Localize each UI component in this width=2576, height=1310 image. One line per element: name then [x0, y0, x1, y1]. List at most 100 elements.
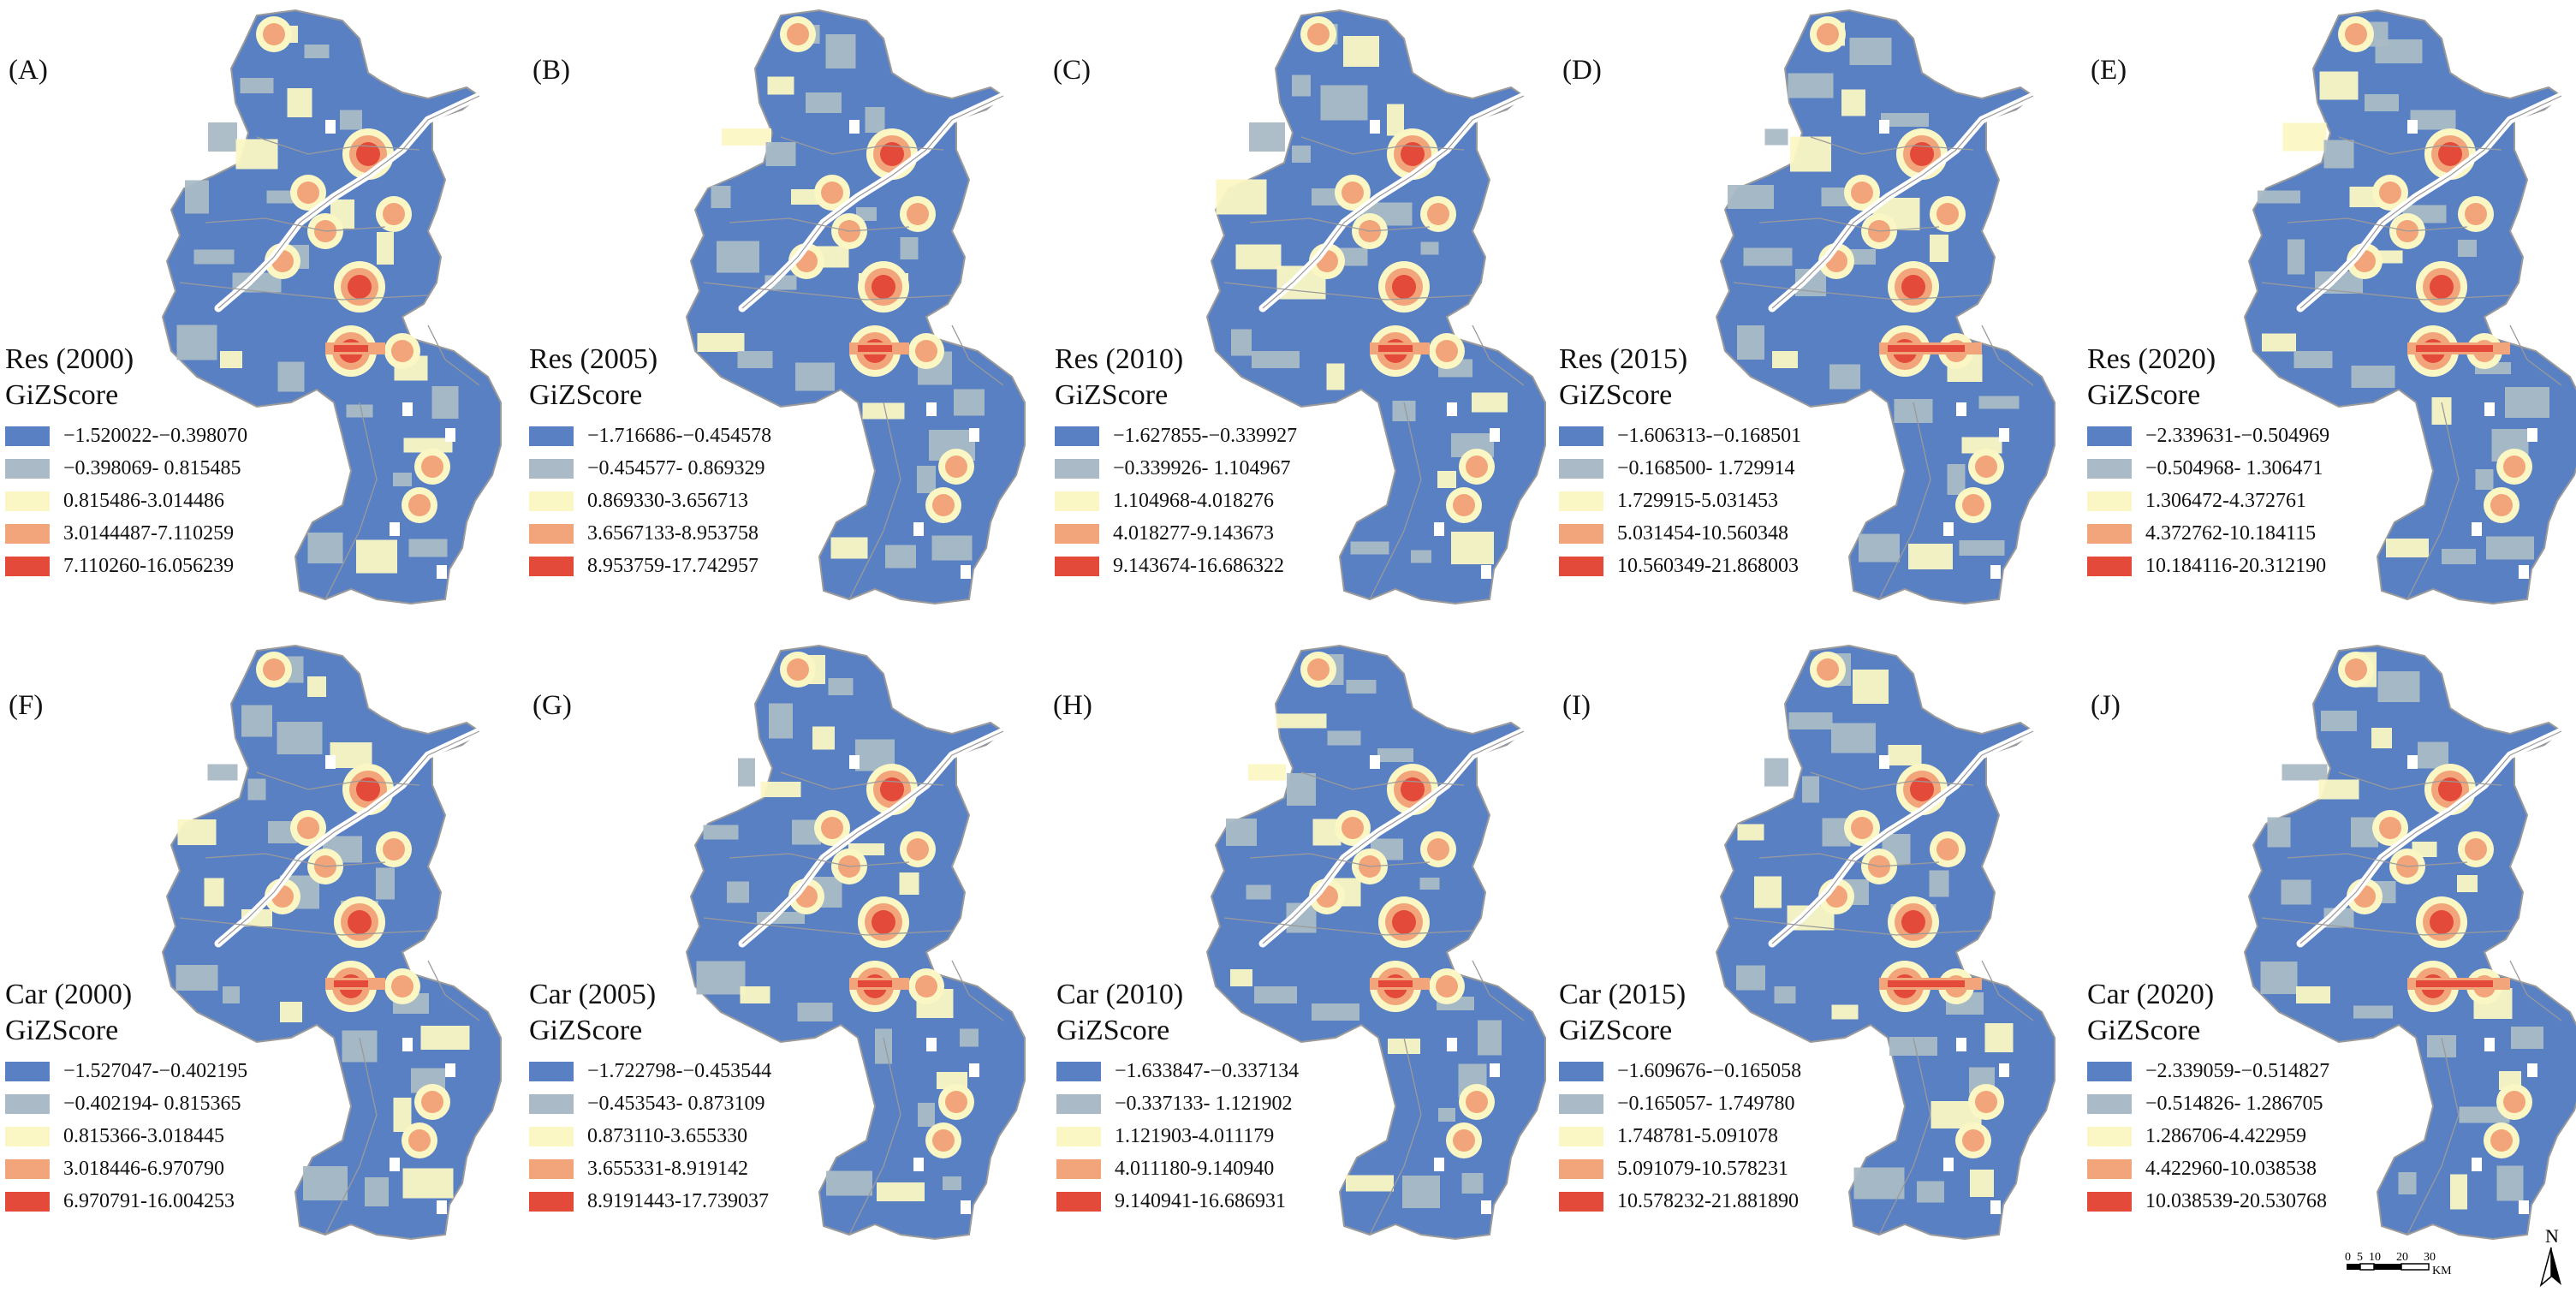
legend-item: 5.031454-10.560348 — [1559, 517, 1801, 550]
hotspot-map — [2243, 9, 2576, 605]
legend-label: 3.018446-6.970790 — [63, 1157, 224, 1180]
nodata-cell — [926, 1038, 937, 1051]
hotspot-ring — [1936, 838, 1959, 860]
legend-item: 7.110260-16.056239 — [5, 550, 247, 582]
map-panel: (A) Res (2000) GiZScore −1.520022-−0.398070… — [0, 0, 514, 634]
grid-cell-block — [2431, 397, 2452, 425]
legend-swatch — [1056, 1126, 1101, 1146]
legend-item: 3.6567133-8.953758 — [529, 517, 771, 550]
legend-swatch — [1559, 523, 1603, 544]
legend-label: −0.454577- 0.869329 — [587, 456, 765, 479]
legend-swatch — [529, 1061, 574, 1081]
district-boundary — [1369, 1037, 1422, 1236]
grid-cell-block — [2375, 39, 2423, 63]
legend-swatch — [1055, 556, 1099, 576]
map-panel: (D) Res (2015) GiZScore −1.606313-−0.168501… — [1554, 0, 2067, 634]
hotspot-ring — [2465, 838, 2487, 860]
legend-label: 7.110260-16.056239 — [63, 554, 235, 577]
grid-cell-block — [377, 232, 394, 265]
legend-item: 10.578232-21.881890 — [1559, 1185, 1801, 1218]
legend-label: 9.140941-16.686931 — [1115, 1189, 1286, 1212]
grid-cell-block — [340, 110, 362, 130]
hotspot-core — [880, 777, 904, 801]
legend-swatch — [1559, 458, 1603, 479]
legend-swatch — [5, 1191, 50, 1212]
hotspot-band-core — [2416, 980, 2493, 987]
panel-letter: (F) — [9, 690, 44, 721]
hotspot-core — [1910, 777, 1934, 801]
grid-cell-block — [812, 726, 835, 750]
hotspot-ring — [932, 1129, 955, 1152]
grid-cell-block — [1831, 723, 1876, 753]
hotspot-map — [2243, 644, 2576, 1241]
legend-title: Car (2010) — [1056, 979, 1184, 1010]
nodata-cell — [1447, 402, 1457, 416]
grid-cell-block — [1821, 188, 1852, 206]
grid-cell-block — [727, 881, 749, 903]
legend-swatch — [1055, 458, 1099, 479]
legend-item: −0.402194- 0.815365 — [5, 1087, 247, 1120]
district-boundary — [256, 771, 420, 790]
nodata-cell — [402, 1038, 413, 1051]
district-boundary — [256, 136, 420, 155]
river-bank — [741, 95, 1004, 309]
legend-item: −1.609676-−0.165058 — [1559, 1055, 1801, 1087]
district-boundary — [205, 217, 386, 232]
legend-item: 10.560349-21.868003 — [1559, 550, 1801, 582]
district-boundary — [1878, 402, 1931, 600]
nodata-cell — [2407, 755, 2418, 769]
hotspot-core — [356, 777, 380, 801]
legend-item: −1.606313-−0.168501 — [1559, 420, 1801, 452]
grid-cell-block — [431, 386, 459, 419]
grid-cell-block — [1472, 392, 1508, 413]
grid-cell-block — [1254, 986, 1297, 1003]
legend: Res (2005) GiZScore −1.716686-−0.454578 −0.… — [529, 342, 771, 582]
hotspot-ring — [1936, 203, 1959, 225]
legend-swatch — [529, 426, 574, 446]
legend-swatch — [1056, 1093, 1101, 1114]
hotspot-band-core — [334, 980, 368, 987]
grid-cell-block — [769, 703, 793, 739]
nodata-cell — [402, 402, 413, 416]
grid-cell-block — [960, 1028, 979, 1047]
hotspot-ring — [1851, 182, 1873, 204]
grid-cell-block — [1451, 532, 1494, 564]
grid-cell-block — [204, 878, 224, 907]
district-boundary — [179, 282, 429, 301]
legend-swatch — [5, 458, 50, 479]
nodata-cell — [1490, 1063, 1500, 1077]
hotspot-core — [348, 275, 372, 299]
grid-cell-block — [825, 34, 856, 68]
nodata-cell — [1943, 522, 1954, 536]
legend-label: 6.970791-16.004253 — [63, 1189, 235, 1212]
grid-cell-block — [208, 122, 237, 152]
grid-cell-block — [2496, 1165, 2524, 1201]
nodata-cell — [2519, 565, 2529, 579]
hotspot-ring — [1466, 1091, 1488, 1113]
legend-swatch — [529, 1191, 574, 1212]
hotspot-band-core — [2416, 345, 2493, 352]
hotspot-band-core — [1888, 345, 1965, 352]
legend-item: −2.339059-−0.514827 — [2087, 1055, 2329, 1087]
legend-swatch — [529, 556, 574, 576]
legend-swatch — [5, 1093, 50, 1114]
panel-letter: (A) — [9, 55, 48, 86]
map-panel: (F) Car (2000) GiZScore −1.527047-−0.402195… — [0, 635, 514, 1269]
panel-letter: (E) — [2091, 55, 2127, 86]
grid-cell-block — [767, 76, 794, 95]
legend-item: 8.953759-17.742957 — [529, 550, 771, 582]
grid-cell-block — [875, 1028, 892, 1064]
legend-field-name: GiZScore — [2087, 1015, 2201, 1046]
hotspot-map — [1205, 9, 1546, 605]
river-bank — [217, 730, 480, 944]
map-panel: (B) Res (2005) GiZScore −1.716686-−0.454578… — [524, 0, 1038, 634]
legend-swatch — [1559, 491, 1603, 511]
hotspot-ring — [1817, 658, 1839, 681]
grid-cell-block — [2318, 779, 2359, 800]
legend-label: 4.018277-9.143673 — [1113, 521, 1274, 545]
hotspot-core — [348, 910, 372, 934]
grid-cell-block — [1320, 85, 1368, 121]
legend-swatch — [5, 523, 50, 544]
nodata-cell — [961, 565, 971, 579]
legend-label: 4.011180-9.140940 — [1115, 1157, 1275, 1180]
